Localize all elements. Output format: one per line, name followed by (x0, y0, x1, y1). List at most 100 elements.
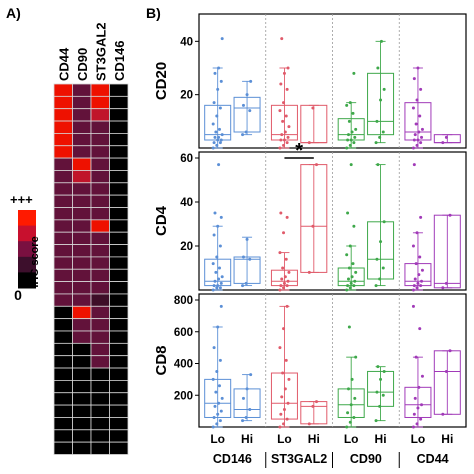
data-point (307, 270, 311, 274)
heatmap-cell (72, 429, 92, 443)
heatmap-cell (109, 379, 129, 394)
data-point (213, 404, 217, 408)
data-point (278, 251, 282, 255)
box-cd44-lo (404, 66, 432, 150)
heatmap-cell (90, 182, 110, 196)
data-point (282, 138, 286, 142)
heatmap-cell (53, 231, 73, 245)
data-point (354, 270, 358, 274)
data-point (218, 286, 222, 290)
data-point (420, 374, 424, 378)
data-point (307, 422, 311, 426)
heatmap-cell (53, 417, 73, 431)
data-point (241, 396, 245, 400)
heatmap-cell (72, 404, 92, 418)
box-cd44-lo (404, 304, 432, 429)
data-point (217, 384, 221, 388)
heatmap-cell (53, 83, 73, 97)
data-point (213, 71, 217, 75)
box-st3gal2-lo (270, 211, 298, 292)
y-axis-label: CD20 (153, 62, 170, 100)
data-point (419, 284, 423, 288)
heatmap-cell (53, 170, 73, 184)
heatmap-cell (90, 330, 110, 344)
data-point (414, 262, 418, 266)
heatmap-cell (109, 244, 129, 258)
data-point (216, 412, 220, 416)
heatmap-cell (109, 120, 129, 134)
data-point (217, 277, 221, 281)
data-point (375, 119, 379, 123)
box-st3gal2-lo (270, 37, 298, 150)
x-axis-labels: Lo Hi Lo Hi Lo Hi Lo Hi CD146 ST3GAL2 CD90 CD44 (210, 432, 453, 468)
data-point (415, 231, 419, 235)
heatmap-column-label: CD44 (56, 47, 71, 81)
colorbar-swatch (18, 272, 36, 289)
data-point (415, 143, 419, 147)
data-point (218, 419, 222, 423)
data-point (216, 138, 220, 142)
heatmap-column-label: CD90 (75, 48, 90, 81)
heatmap-cell (72, 182, 92, 196)
box-iqr (270, 372, 298, 420)
data-point (444, 135, 448, 139)
data-point (215, 369, 219, 373)
heatmap-column-label: CD146 (112, 41, 127, 81)
group-label: CD44 (417, 452, 449, 466)
heatmap-cell (72, 417, 92, 431)
data-point (417, 130, 421, 134)
data-point (280, 37, 284, 41)
data-point (348, 244, 352, 248)
heatmap-cell (72, 256, 92, 270)
data-point (346, 387, 350, 391)
data-point (285, 141, 289, 145)
heatmap-cell (53, 367, 73, 381)
heatmap-cell (72, 379, 92, 394)
data-point (346, 211, 350, 215)
data-point (213, 211, 217, 215)
data-point (381, 130, 385, 134)
box-cd44-lo (404, 163, 432, 292)
heatmap-cell (72, 441, 92, 455)
data-point (412, 138, 416, 142)
heatmap-cell (53, 194, 73, 208)
data-point (378, 277, 382, 281)
data-point (345, 146, 349, 150)
heatmap-cell (109, 281, 129, 295)
data-point (285, 284, 289, 288)
data-point (315, 163, 319, 167)
data-point (212, 346, 216, 350)
data-point (212, 415, 216, 419)
data-point (418, 114, 422, 118)
data-point (287, 125, 291, 129)
data-point (352, 224, 356, 228)
data-point (283, 387, 287, 391)
data-point (417, 273, 421, 277)
data-point (215, 422, 219, 426)
box-plot-panels: 20 40 CD20 20 40 60 CD4 * 200 400 600 800 CD8 (153, 13, 467, 429)
data-point (348, 420, 352, 424)
heatmap-cell (90, 157, 110, 171)
heatmap-cell (90, 219, 110, 233)
data-point (212, 141, 216, 145)
heatmap-cell (53, 281, 73, 295)
box-iqr (204, 378, 232, 418)
data-point (420, 279, 424, 283)
data-point (378, 135, 382, 139)
data-point (219, 138, 223, 142)
data-point (249, 79, 253, 83)
data-point (354, 355, 358, 359)
colorbar-swatch (18, 241, 36, 258)
data-point (411, 304, 415, 308)
data-point (287, 270, 291, 274)
data-point (353, 396, 357, 400)
data-point (381, 266, 385, 270)
data-point (349, 138, 353, 142)
data-point (241, 133, 245, 137)
data-point (351, 111, 355, 115)
heatmap-cell (90, 244, 110, 258)
heatmap-cell (109, 330, 129, 344)
box-cd44-hi (433, 349, 461, 416)
data-point (412, 77, 416, 81)
data-point (216, 87, 220, 91)
